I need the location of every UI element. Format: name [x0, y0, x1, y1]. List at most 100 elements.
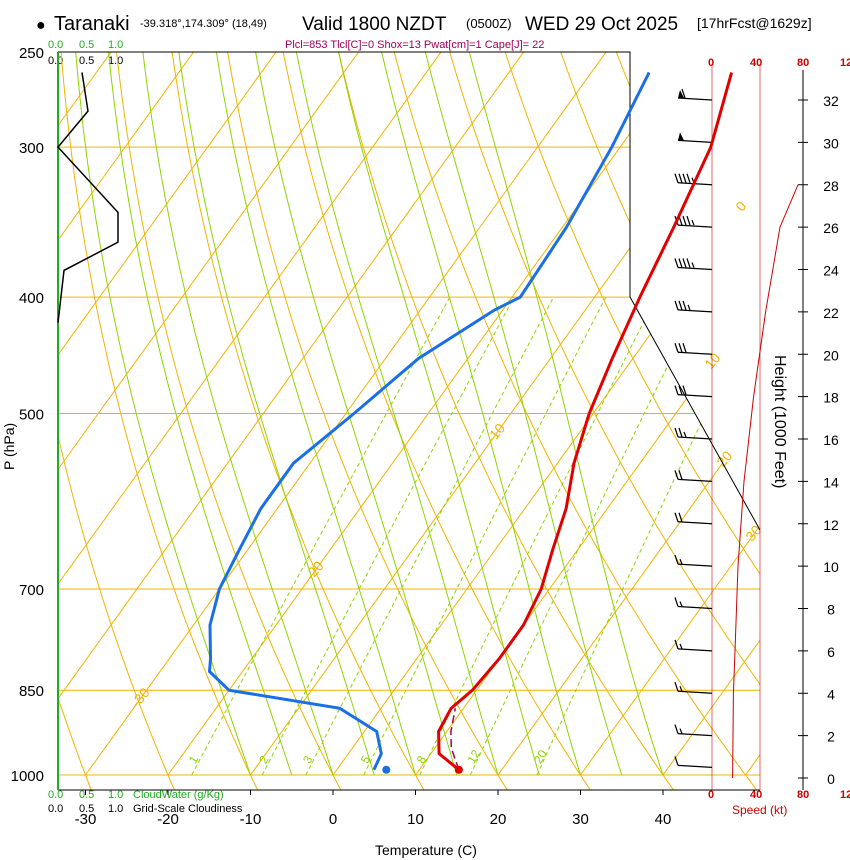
- wind-barb-flag: [686, 173, 691, 183]
- x-tick-label: 30: [572, 811, 589, 828]
- moist-adiabat: [139, 52, 334, 776]
- height-tick-label: 0: [827, 771, 835, 787]
- dry-adiabat: [333, 52, 682, 790]
- wind-barb-staff: [677, 224, 713, 228]
- wind-barb-pennant: [678, 90, 684, 98]
- x-tick-label: -30: [75, 811, 97, 828]
- utc-time: (0500Z): [466, 16, 512, 31]
- pressure-tick-label: 250: [19, 45, 44, 62]
- wind-barb-flag: [674, 300, 679, 311]
- wind-barb-flag: [678, 258, 683, 268]
- isotherm-label: -30: [128, 684, 153, 710]
- cloudiness-tick: 0.5: [79, 55, 94, 67]
- wind-barb-flag: [678, 470, 683, 480]
- mixing-ratio-line: [261, 296, 515, 776]
- moist-adiabat: [291, 52, 499, 776]
- isotherm-line: [58, 52, 526, 776]
- cloudiness-tick: 1.0: [108, 803, 123, 815]
- cloudiness-ticks-bottom: 0.0 0.5 1.0 Grid-Scale Cloudiness: [48, 803, 243, 815]
- speed-tick: 12: [840, 57, 850, 69]
- mixing-ratio-line: [305, 296, 554, 776]
- wind-barb-staff: [677, 139, 713, 143]
- wind-barb-flag: [674, 258, 679, 268]
- cloud-water-label: CloudWater (g/Kg): [133, 789, 224, 801]
- wind-barb-pennant: [678, 132, 684, 141]
- wind-barb-flag: [682, 215, 687, 226]
- mixing-ratio-label: 3: [300, 753, 316, 766]
- isotherm-label: 0: [732, 198, 749, 214]
- cloudiness-ticks-top: 0.0 0.5 1.0: [48, 55, 123, 67]
- speed-ticks-bottom: 0 40 80 12: [708, 789, 850, 801]
- isotherm-line: [58, 52, 608, 776]
- wind-barb: [674, 512, 713, 525]
- frame-top-right: [58, 51, 761, 531]
- dry-adiabat: [443, 52, 760, 790]
- mixing-ratio-line: [469, 296, 703, 776]
- mixing-ratio-label: 1: [186, 753, 202, 766]
- moist-adiabat: [419, 52, 623, 776]
- height-tick-label: 2: [827, 729, 835, 745]
- isotherm-label: 30: [742, 522, 764, 544]
- y-axis-title: P (hPa): [1, 423, 17, 470]
- isotherm-line: [58, 52, 196, 776]
- wind-barb-flag: [678, 343, 683, 353]
- surface-temperature-marker: [454, 765, 463, 774]
- height-tick-label: 4: [827, 686, 835, 702]
- dry-adiabat: [662, 52, 760, 790]
- wind-barb-half: [679, 643, 683, 650]
- pressure-tick-label: 700: [19, 582, 44, 599]
- moist-adiabat: [333, 52, 540, 776]
- moist-adiabat: [251, 52, 458, 776]
- height-speed-curve: [732, 184, 799, 779]
- wind-barb-half: [679, 601, 683, 607]
- mixing-ratio-label: 20: [531, 747, 550, 766]
- isotherm-line: [58, 52, 443, 776]
- dry-adiabat: [168, 52, 431, 790]
- wind-barb-flag: [674, 724, 679, 734]
- speed-tick: 40: [750, 57, 762, 69]
- wind-barb: [674, 639, 713, 652]
- wind-barb-flag: [678, 300, 683, 311]
- wind-barb-staff: [677, 563, 713, 567]
- wind-barb-staff: [677, 521, 713, 525]
- moist-adiabat: [73, 52, 251, 776]
- height-axis-title: Height (1000 Feet): [771, 355, 788, 488]
- wind-barb-staff: [677, 351, 713, 355]
- wind-barb-staff: [677, 309, 713, 313]
- temperature-line: [437, 72, 734, 771]
- dry-adiabat: [223, 52, 515, 790]
- wind-barb-flag: [674, 756, 679, 766]
- isotherm-line: [0, 0, 30, 775]
- wind-barb-flag: [682, 300, 687, 311]
- height-tick-label: 20: [823, 347, 839, 363]
- x-tick-label: 10: [407, 811, 424, 828]
- wind-barb-half: [691, 262, 695, 268]
- speed-ticks-top: 0 40 80 12: [708, 57, 850, 69]
- speed-tick: 80: [797, 57, 809, 69]
- dry-adiabat: [498, 52, 760, 790]
- height-tick-label: 10: [823, 559, 839, 575]
- dry-adiabat: [388, 52, 760, 790]
- wind-barb-half: [679, 686, 683, 692]
- dry-adiabat: [58, 52, 180, 790]
- wind-barb-flag: [678, 385, 683, 395]
- wind-barb-flag: [674, 427, 679, 438]
- wind-barb: [674, 756, 713, 769]
- wind-barb: [677, 132, 713, 143]
- height-tick-label: 24: [823, 263, 839, 279]
- isotherm-label: -20: [301, 557, 326, 583]
- height-tick-label: 16: [823, 432, 839, 448]
- height-tick-label: 30: [823, 135, 839, 151]
- speed-tick: 0: [708, 789, 714, 801]
- cloud-water-tick: 1.0: [108, 39, 123, 51]
- header-bullet: ●: [36, 17, 46, 34]
- wind-barb: [674, 554, 713, 567]
- height-tick-label: 26: [823, 220, 839, 236]
- isotherm-label: 10: [701, 350, 723, 372]
- wind-barb-flag: [678, 512, 683, 522]
- cloudiness-tick: 0.0: [48, 55, 63, 67]
- wind-barb-half: [683, 431, 687, 438]
- wind-barb: [674, 258, 713, 271]
- dry-adiabat: [552, 52, 760, 790]
